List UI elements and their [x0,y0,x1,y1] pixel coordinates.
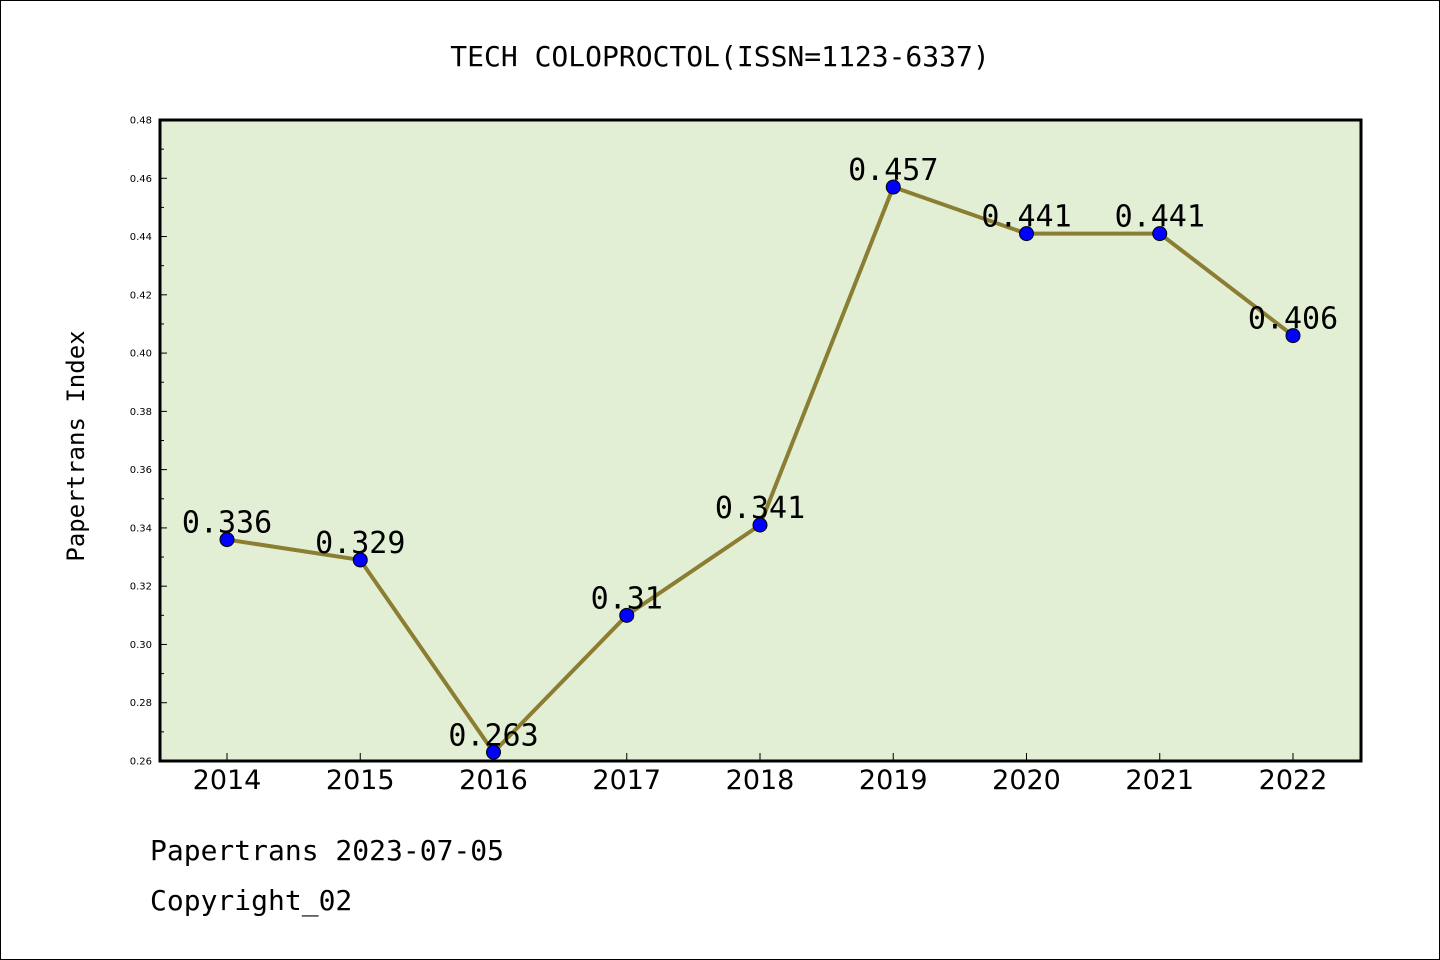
series-layer: 0.336 0.329 0.263 0.31 0.341 0.457 0.441 0.441 0… [182,153,1338,760]
y-tick-label: 0.34 [130,523,152,534]
y-tick-label: 0.38 [130,407,152,418]
data-label: 0.457 [848,153,938,188]
data-label: 0.441 [1115,200,1205,235]
y-tick-label: 0.40 [130,349,152,360]
data-label: 0.263 [448,718,538,753]
x-tick-label: 2022 [1259,765,1328,796]
y-tick-label: 0.42 [130,290,152,301]
x-tick-label: 2016 [459,765,528,796]
data-label: 0.31 [591,581,663,616]
data-label: 0.406 [1248,302,1338,337]
y-tick-label: 0.32 [130,582,152,593]
y-tick-label: 0.28 [130,698,152,709]
data-point [1152,226,1168,242]
chart-title: TECH COLOPROCTOL(ISSN=1123-6337) [450,40,989,73]
data-point [1285,328,1301,344]
y-tick-label: 0.30 [130,640,152,651]
data-label: 0.341 [715,491,805,526]
x-tick-label: 2017 [592,765,661,796]
data-point [885,179,901,195]
y-tick-label: 0.44 [130,232,152,243]
data-point [1019,226,1034,242]
y-axis-label: Papertrans Index [62,330,90,561]
data-point [352,552,368,568]
x-axis-ticks: 2014 2015 2016 2017 2018 2019 2020 2021 2022 [193,753,1328,796]
y-tick-label: 0.26 [130,757,152,768]
y-tick-label: 0.48 [130,116,152,127]
y-tick-label: 0.46 [130,174,152,185]
footer-copyright: Copyright_02 [150,884,353,917]
data-point [752,517,768,533]
x-tick-label: 2019 [859,765,928,796]
data-label: 0.336 [182,506,272,541]
y-tick-label: 0.36 [130,465,152,476]
x-tick-label: 2021 [1125,765,1194,796]
data-point [486,744,501,760]
x-tick-label: 2018 [726,765,795,796]
x-tick-label: 2015 [326,765,395,796]
data-point [219,532,235,548]
data-label: 0.329 [315,526,405,561]
data-point [619,607,635,623]
data-label: 0.441 [981,200,1071,235]
x-tick-label: 2020 [992,765,1061,796]
y-axis-ticks: 0.26 0.28 0.30 0.32 0.34 0.36 0.38 0.40 0.42 0.44… [130,116,167,768]
footer-source: Papertrans 2023-07-05 [150,834,505,867]
x-tick-label: 2014 [193,765,262,796]
